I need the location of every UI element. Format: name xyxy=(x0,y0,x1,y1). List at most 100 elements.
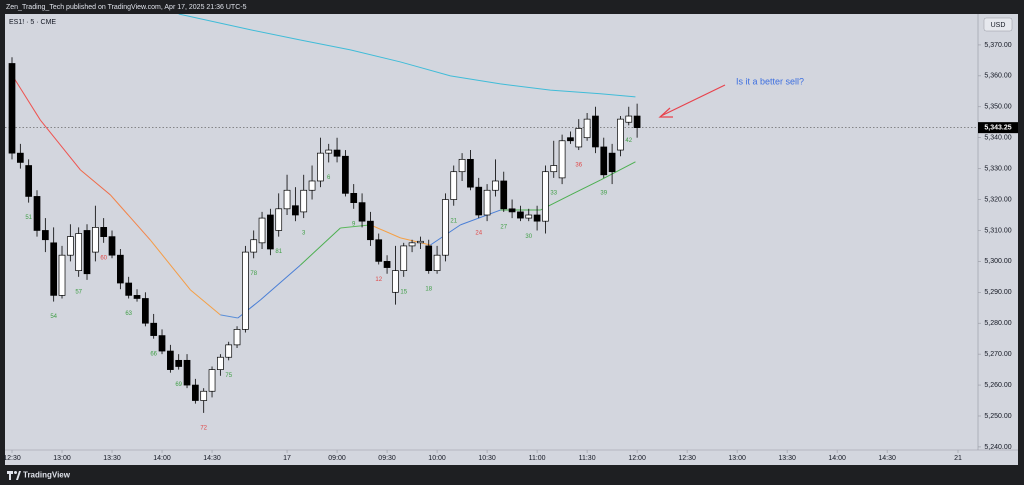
x-tick-label: 17 xyxy=(283,455,291,462)
y-tick-label: 5,350.00 xyxy=(984,104,1011,111)
moving-average-segment xyxy=(149,239,191,291)
candle-body xyxy=(617,118,624,151)
x-tick-label: 12:30 xyxy=(678,455,696,462)
x-tick-label: 09:30 xyxy=(378,455,396,462)
x-tick-label: 14:00 xyxy=(153,455,171,462)
candle-body xyxy=(208,369,216,392)
y-tick-label: 5,310.00 xyxy=(984,227,1011,234)
candle-body xyxy=(575,128,583,148)
candle-body xyxy=(442,199,449,256)
moving-average-segment xyxy=(340,224,371,229)
candle-body xyxy=(433,254,441,272)
x-tick-label: 13:30 xyxy=(103,455,121,462)
bar-count-label: 36 xyxy=(575,163,582,169)
candle-body xyxy=(367,220,374,241)
y-tick-label: 5,260.00 xyxy=(984,382,1011,389)
moving-average-segment xyxy=(39,119,81,171)
bar-count-label: 60 xyxy=(100,255,107,261)
candle-body xyxy=(91,227,99,253)
x-tick-label: 13:00 xyxy=(53,455,71,462)
moving-average-segment xyxy=(400,237,431,246)
bar-count-label: 63 xyxy=(125,311,132,317)
header-text: Zen_Trading_Tech published on TradingVie… xyxy=(6,4,247,11)
candle-body xyxy=(483,189,491,216)
arrow-head xyxy=(658,107,673,118)
candle-body xyxy=(300,189,308,213)
candle-body xyxy=(192,384,199,401)
x-tick-label: 14:00 xyxy=(828,455,846,462)
candle-body xyxy=(508,208,516,213)
moving-average-segment xyxy=(570,179,601,196)
bar-count-label: 30 xyxy=(525,234,532,240)
x-tick-label: 21 xyxy=(954,455,962,462)
candle-body xyxy=(550,165,558,173)
candle-body xyxy=(425,245,433,272)
candle-body xyxy=(408,242,416,247)
x-tick-label: 10:00 xyxy=(428,455,446,462)
bar-count-label: 12 xyxy=(375,277,382,283)
candle-body xyxy=(492,180,499,191)
candle-body xyxy=(66,236,74,256)
moving-average-segment xyxy=(220,314,238,319)
bar-count-label: 33 xyxy=(550,190,557,196)
candle-body xyxy=(383,261,391,268)
candle-body xyxy=(183,359,191,386)
y-tick-label: 5,290.00 xyxy=(984,289,1011,296)
candle-body xyxy=(158,335,166,352)
candle-body xyxy=(217,356,224,370)
candle-body xyxy=(25,165,33,197)
x-tick-label: 14:30 xyxy=(203,455,221,462)
candle-body xyxy=(41,230,49,241)
candle-body xyxy=(475,186,483,216)
candle-body xyxy=(567,137,574,142)
bar-count-label: 39 xyxy=(600,190,607,196)
y-tick-label: 5,320.00 xyxy=(984,196,1011,203)
y-tick-label: 5,360.00 xyxy=(984,73,1011,80)
candle-body xyxy=(592,115,599,148)
candle-body xyxy=(317,152,324,182)
plot: 5154576063666972757881369121518212427303… xyxy=(5,14,978,431)
moving-average-segment xyxy=(460,209,501,226)
bar-count-label: 9 xyxy=(352,221,356,227)
bar-count-label: 15 xyxy=(400,289,407,295)
bar-count-label: 75 xyxy=(225,373,232,379)
currency-label: USD xyxy=(991,22,1006,29)
candle-body xyxy=(350,192,358,203)
candle-body xyxy=(16,152,24,163)
x-tick-label: 11:00 xyxy=(529,455,546,462)
moving-average-segment xyxy=(370,224,401,239)
x-tick-label: 12:30 xyxy=(3,455,21,462)
candle-body xyxy=(325,149,333,154)
candle-body xyxy=(292,205,299,216)
x-tick-label: 13:00 xyxy=(728,455,746,462)
candle-body xyxy=(283,189,291,210)
y-tick-label: 5,300.00 xyxy=(984,258,1011,265)
candle-body xyxy=(167,350,174,370)
bar-count-label: 27 xyxy=(500,224,507,230)
annotation-arrow xyxy=(660,84,726,117)
y-tick-label: 5,280.00 xyxy=(984,320,1011,327)
candle-body xyxy=(633,115,641,128)
y-tick-label: 5,370.00 xyxy=(984,42,1011,49)
candle-body xyxy=(225,344,233,358)
candle-body xyxy=(75,233,83,272)
candle-body xyxy=(517,211,524,219)
candle-body xyxy=(558,140,566,179)
bar-count-label: 54 xyxy=(50,314,57,320)
bar-count-label: 24 xyxy=(475,231,482,237)
candle-body xyxy=(450,171,458,200)
candle-body xyxy=(625,115,633,123)
bar-count-label: 57 xyxy=(75,289,82,295)
candle-body xyxy=(600,146,608,176)
candle-body xyxy=(175,359,183,367)
moving-average-segment xyxy=(600,161,636,181)
candle-body xyxy=(200,390,208,401)
candle-body xyxy=(542,171,549,222)
bar-count-label: 18 xyxy=(425,286,432,292)
candle-body xyxy=(392,270,399,293)
moving-average-segment xyxy=(300,227,341,266)
candle-body xyxy=(458,158,466,173)
symbol-label: ES1! · 5 · CME xyxy=(9,19,56,26)
